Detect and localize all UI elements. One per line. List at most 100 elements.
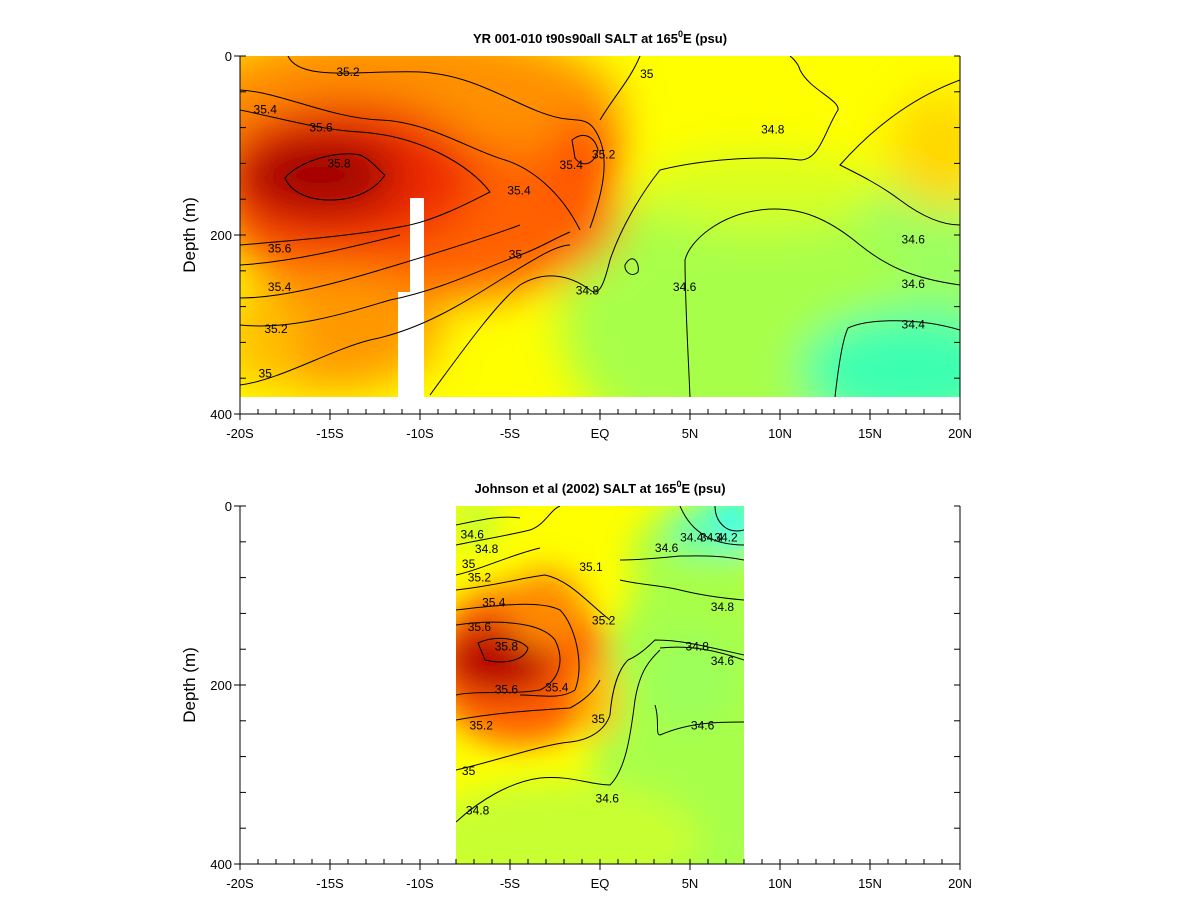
bottom-contour-label: 35 [592, 712, 606, 726]
bottom-contour-line-35-6 [456, 621, 561, 696]
bottom-contour-label: 35.6 [495, 682, 519, 696]
bottom-contour-line-35-2-low [456, 679, 601, 721]
top-contour-line-34-4 [834, 320, 960, 397]
bottom-y-tick-label: 200 [210, 678, 232, 693]
bottom-x-tick-label: 15N [858, 876, 882, 891]
bottom-contour-label: 35.1 [579, 560, 603, 574]
top-x-tick-label: 5N [682, 426, 699, 441]
bottom-contour-label: 34.6 [461, 528, 485, 542]
top-contour-label: 34.8 [576, 283, 600, 297]
top-contour-label: 35.2 [264, 322, 288, 336]
top-x-tick-label: 20N [948, 426, 972, 441]
bottom-contour-label: 35.4 [482, 596, 506, 610]
bottom-x-tick-label: 20N [948, 876, 972, 891]
bottom-contour-line-35-4 [456, 603, 580, 697]
top-axes: -20S -15S -10S -5S EQ 5N 10N 15N 20N 0 200 400 Dep… [180, 49, 972, 441]
bottom-contour-line-34-4 [679, 506, 744, 546]
top-contour-line-35-2 [287, 56, 605, 229]
top-x-ticks: -20S -15S -10S -5S EQ 5N 10N 15N 20N [226, 409, 972, 441]
top-contour-label: 35.4 [560, 158, 584, 172]
top-y-axis-label: Depth (m) [180, 197, 199, 273]
bottom-contour-label: 34.4 [680, 530, 704, 544]
top-contour-label: 35.6 [268, 241, 292, 255]
top-contour-label: 34.4 [902, 318, 926, 332]
top-x-tick-label: -15S [316, 426, 344, 441]
top-contour-line-35-4 [240, 89, 581, 231]
top-x-tick-label: EQ [591, 426, 610, 441]
top-contour-label: 35.8 [327, 156, 351, 170]
top-y-tick-label: 200 [210, 228, 232, 243]
top-chart-title: YR 001-010 t90s90all SALT at 1650E (psu) [473, 29, 727, 46]
bottom-contour-label: 35.2 [468, 571, 492, 585]
bottom-x-tick-label: 5N [682, 876, 699, 891]
top-x-tick-label: -5S [500, 426, 521, 441]
top-salinity-field: 35.2 35.4 35.6 35.8 35.6 35.4 35.2 35 35.4 35.4 35… [240, 56, 960, 397]
bottom-contour-label: 35.6 [468, 620, 492, 634]
bottom-contour-label: 34.2 [714, 530, 738, 544]
bottom-contour-label: 34.6 [655, 541, 679, 555]
bottom-contour-line-34-6 [456, 516, 521, 526]
bottom-axes: -20S -15S -10S -5S EQ 5N 10N 15N 20N 0 200 400 Dep… [180, 499, 972, 891]
bottom-contour-label: 34.8 [475, 542, 499, 556]
bottom-contour-line-34-6-east [619, 555, 744, 561]
bottom-chart-title: Johnson et al (2002) SALT at 1650E (psu) [474, 479, 725, 496]
top-contour-label: 34.6 [673, 280, 697, 294]
top-contour-line-35-8 [284, 153, 386, 201]
top-x-tick-label: -20S [226, 426, 254, 441]
top-contour-labels: 35.2 35.4 35.6 35.8 35.6 35.4 35.2 35 35.4 35.4 35… [254, 65, 926, 381]
top-contour-line-34-6-ring [624, 258, 639, 275]
top-contour-line-35-6 [240, 109, 491, 246]
top-contour-label: 35.2 [336, 65, 360, 79]
top-y-tick-label: 400 [210, 407, 232, 422]
bottom-y-tick-label: 0 [225, 499, 232, 514]
bottom-contour-label: 34.8 [711, 600, 735, 614]
bottom-x-tick-label: -5S [500, 876, 521, 891]
top-contour-label: 35.4 [507, 183, 531, 197]
bottom-contour-label: 35.2 [592, 614, 616, 628]
bottom-contour-line-34-8-low [456, 649, 661, 823]
top-contour-label: 35 [640, 67, 654, 81]
top-contour-line-34-6 [684, 208, 960, 397]
top-x-tick-label: 10N [768, 426, 792, 441]
top-contour-label: 35.6 [309, 121, 333, 135]
top-contour-label: 35 [259, 367, 273, 381]
bottom-contour-label: 34.6 [596, 792, 620, 806]
bottom-contour-lines [456, 506, 744, 823]
top-contour-line-35 [240, 244, 571, 386]
top-contour-label: 34.6 [902, 277, 926, 291]
top-chart-panel: YR 001-010 t90s90all SALT at 1650E (psu) [180, 29, 972, 441]
top-contour-line-35-2-low [240, 231, 571, 327]
bottom-chart-panel: Johnson et al (2002) SALT at 1650E (psu) [180, 479, 972, 891]
bottom-contour-label: 35.8 [495, 640, 519, 654]
bottom-contour-label: 35 [462, 557, 476, 571]
bottom-contour-line-34-6-mid [654, 704, 744, 736]
bottom-y-ticks: 0 200 400 [210, 499, 960, 872]
bottom-x-tick-label: -20S [226, 876, 254, 891]
bottom-contour-line-35-2 [456, 574, 611, 621]
bottom-contour-label: 35.4 [545, 681, 569, 695]
bottom-contour-label: 34.6 [691, 718, 715, 732]
bottom-contour-line-34-8 [456, 506, 561, 546]
top-contour-line-35-6-low [240, 234, 401, 266]
top-contour-label: 35.4 [254, 103, 278, 117]
top-missing-region-1 [398, 292, 410, 397]
bottom-contour-label: 34.4 [700, 530, 724, 544]
top-x-tick-label: 15N [858, 426, 882, 441]
bottom-contour-line-35 [456, 547, 541, 576]
bottom-contour-line-34-2 [714, 506, 744, 532]
top-contour-label: 35 [509, 248, 523, 262]
bottom-contour-label: 35.2 [470, 718, 494, 732]
bottom-contour-line-35-8 [477, 637, 529, 663]
bottom-contour-label: 35 [462, 764, 476, 778]
bottom-x-tick-label: 10N [768, 876, 792, 891]
top-contour-line-35-b [599, 56, 641, 121]
bottom-x-tick-label: -15S [316, 876, 344, 891]
bottom-x-tick-label: -10S [406, 876, 434, 891]
bottom-y-tick-label: 400 [210, 857, 232, 872]
top-contour-line-34-8-east [839, 79, 960, 226]
bottom-contour-label: 34.8 [686, 640, 710, 654]
top-contour-line-34-8 [429, 56, 839, 396]
top-contour-line-34-8-ring [571, 135, 599, 165]
